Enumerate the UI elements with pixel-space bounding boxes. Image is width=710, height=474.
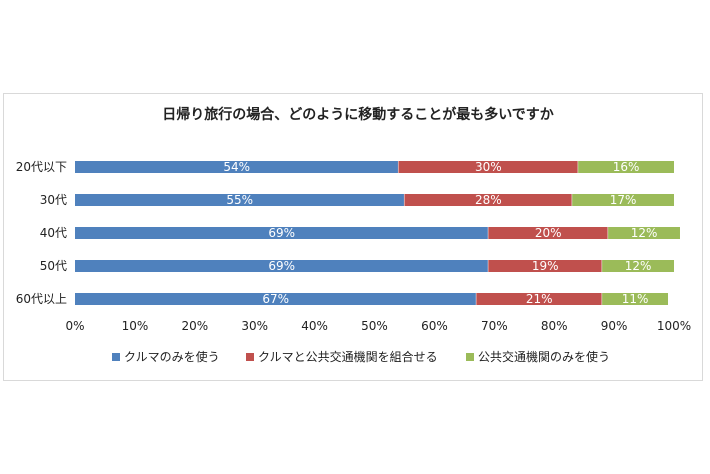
bar-segment xyxy=(608,227,680,239)
data-label: 20% xyxy=(535,226,562,240)
x-tick-label: 70% xyxy=(481,319,508,333)
data-label: 28% xyxy=(475,193,502,207)
category-label: 40代 xyxy=(40,226,67,240)
data-label: 17% xyxy=(610,193,637,207)
x-tick-label: 0% xyxy=(65,319,84,333)
data-label: 55% xyxy=(226,193,253,207)
stacked-bar-chart: 日帰り旅行の場合、どのように移動することが最も多いですか 54% 30% 16% 55… xyxy=(16,106,691,364)
bar-segment xyxy=(398,161,579,173)
data-label: 16% xyxy=(613,160,640,174)
legend: クルマのみを使う クルマと公共交通機関を組合せる 公共交通機関のみを使う xyxy=(112,349,610,364)
legend-label: クルマのみを使う xyxy=(124,349,220,364)
bar-segment xyxy=(572,194,674,206)
bars-group: 54% 30% 16% 55% 28% 17% 69% 20% 12% 69% 19% 12% 67% 2… xyxy=(75,160,680,306)
x-tick-label: 50% xyxy=(361,319,388,333)
category-label: 30代 xyxy=(40,193,67,207)
bar-segment xyxy=(75,260,489,272)
bar-segment xyxy=(404,194,573,206)
legend-label: クルマと公共交通機関を組合せる xyxy=(258,349,438,364)
legend-swatch xyxy=(466,353,474,361)
x-tick-label: 100% xyxy=(657,319,691,333)
data-label: 30% xyxy=(475,160,502,174)
data-label: 69% xyxy=(268,259,295,273)
bar-segment xyxy=(75,293,477,305)
data-label: 69% xyxy=(268,226,295,240)
legend-label: 公共交通機関のみを使う xyxy=(478,349,610,364)
data-label: 54% xyxy=(223,160,250,174)
data-label: 11% xyxy=(622,292,649,306)
x-axis-ticks: 0% 10% 20% 30% 40% 50% 60% 70% 80% 90% 100% xyxy=(65,319,691,333)
data-label: 67% xyxy=(262,292,289,306)
legend-swatch xyxy=(112,353,120,361)
x-tick-label: 30% xyxy=(241,319,268,333)
data-label: 12% xyxy=(625,259,652,273)
chart-frame: 日帰り旅行の場合、どのように移動することが最も多いですか 54% 30% 16% 55… xyxy=(3,93,703,381)
bar-segment xyxy=(75,194,405,206)
category-label: 20代以下 xyxy=(16,160,67,174)
data-label: 12% xyxy=(631,226,658,240)
data-label: 21% xyxy=(526,292,553,306)
x-tick-label: 10% xyxy=(122,319,149,333)
chart-title: 日帰り旅行の場合、どのように移動することが最も多いですか xyxy=(162,106,554,123)
bar-segment xyxy=(488,260,603,272)
legend-swatch xyxy=(246,353,254,361)
data-label: 19% xyxy=(532,259,559,273)
bar-segment xyxy=(75,227,489,239)
x-tick-label: 40% xyxy=(301,319,328,333)
category-label: 60代以上 xyxy=(16,292,67,306)
category-label: 50代 xyxy=(40,259,67,273)
category-labels: 20代以下 30代 40代 50代 60代以上 xyxy=(16,160,67,306)
x-tick-label: 60% xyxy=(421,319,448,333)
x-tick-label: 80% xyxy=(541,319,568,333)
x-tick-label: 90% xyxy=(601,319,628,333)
bar-segment xyxy=(602,293,669,305)
bar-segment xyxy=(476,293,603,305)
x-tick-label: 20% xyxy=(181,319,208,333)
bar-segment xyxy=(488,227,609,239)
bar-segment xyxy=(578,161,674,173)
bar-segment xyxy=(75,161,399,173)
bar-segment xyxy=(602,260,674,272)
